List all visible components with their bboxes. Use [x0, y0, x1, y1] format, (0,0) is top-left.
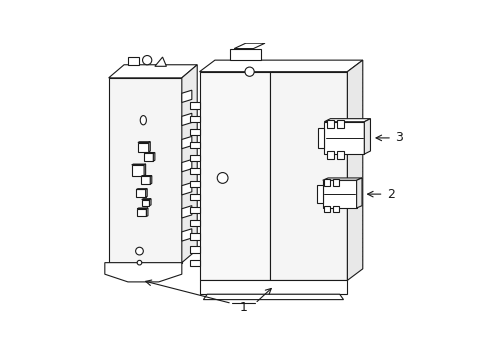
- Polygon shape: [190, 181, 199, 187]
- Polygon shape: [190, 155, 199, 161]
- Polygon shape: [199, 60, 363, 72]
- Polygon shape: [357, 178, 362, 208]
- Text: 1: 1: [240, 301, 247, 314]
- Polygon shape: [147, 208, 148, 216]
- Polygon shape: [182, 229, 192, 241]
- Polygon shape: [137, 209, 147, 216]
- Polygon shape: [318, 185, 323, 203]
- Polygon shape: [132, 165, 144, 176]
- Polygon shape: [190, 142, 199, 148]
- Bar: [337, 120, 344, 128]
- Polygon shape: [144, 164, 146, 176]
- Polygon shape: [190, 220, 199, 226]
- Bar: [333, 206, 339, 212]
- Polygon shape: [128, 57, 140, 65]
- Polygon shape: [105, 263, 182, 282]
- Bar: [324, 180, 330, 186]
- Polygon shape: [138, 142, 150, 143]
- Polygon shape: [155, 57, 167, 66]
- Polygon shape: [137, 208, 148, 209]
- Polygon shape: [144, 153, 153, 161]
- Polygon shape: [199, 72, 270, 280]
- Polygon shape: [182, 136, 192, 149]
- Polygon shape: [149, 142, 150, 152]
- Polygon shape: [182, 113, 192, 126]
- Polygon shape: [190, 168, 199, 174]
- Polygon shape: [150, 176, 152, 184]
- Polygon shape: [203, 294, 343, 300]
- Polygon shape: [190, 233, 199, 239]
- Polygon shape: [141, 176, 150, 184]
- Circle shape: [245, 67, 254, 76]
- Circle shape: [217, 172, 228, 183]
- Bar: [333, 180, 339, 186]
- Text: 2: 2: [387, 188, 394, 201]
- Polygon shape: [190, 194, 199, 200]
- Polygon shape: [190, 260, 199, 266]
- Polygon shape: [365, 119, 370, 154]
- Polygon shape: [182, 183, 192, 195]
- Polygon shape: [324, 122, 365, 154]
- Circle shape: [143, 55, 152, 65]
- Bar: [337, 151, 344, 159]
- Bar: [327, 151, 334, 159]
- Polygon shape: [146, 189, 147, 197]
- Text: 3: 3: [395, 131, 403, 144]
- Polygon shape: [199, 280, 347, 294]
- Polygon shape: [138, 143, 149, 152]
- Polygon shape: [142, 199, 149, 206]
- Polygon shape: [270, 72, 347, 280]
- Circle shape: [137, 260, 142, 265]
- Polygon shape: [182, 159, 192, 172]
- Polygon shape: [182, 65, 197, 263]
- Bar: [324, 206, 330, 212]
- Polygon shape: [230, 49, 261, 60]
- Polygon shape: [324, 119, 370, 122]
- Ellipse shape: [140, 116, 147, 125]
- Polygon shape: [190, 247, 199, 253]
- Polygon shape: [136, 189, 146, 197]
- Polygon shape: [190, 129, 199, 135]
- Polygon shape: [234, 43, 265, 49]
- Bar: [327, 120, 334, 128]
- Polygon shape: [347, 60, 363, 280]
- Polygon shape: [318, 128, 324, 148]
- Polygon shape: [132, 164, 146, 165]
- Polygon shape: [109, 78, 182, 263]
- Polygon shape: [153, 153, 155, 161]
- Polygon shape: [190, 116, 199, 122]
- Polygon shape: [190, 207, 199, 213]
- Polygon shape: [190, 103, 199, 109]
- Polygon shape: [182, 206, 192, 218]
- Polygon shape: [149, 199, 151, 206]
- Circle shape: [136, 247, 144, 255]
- Polygon shape: [323, 180, 357, 208]
- Polygon shape: [323, 178, 362, 180]
- Polygon shape: [182, 90, 192, 103]
- Polygon shape: [109, 65, 197, 78]
